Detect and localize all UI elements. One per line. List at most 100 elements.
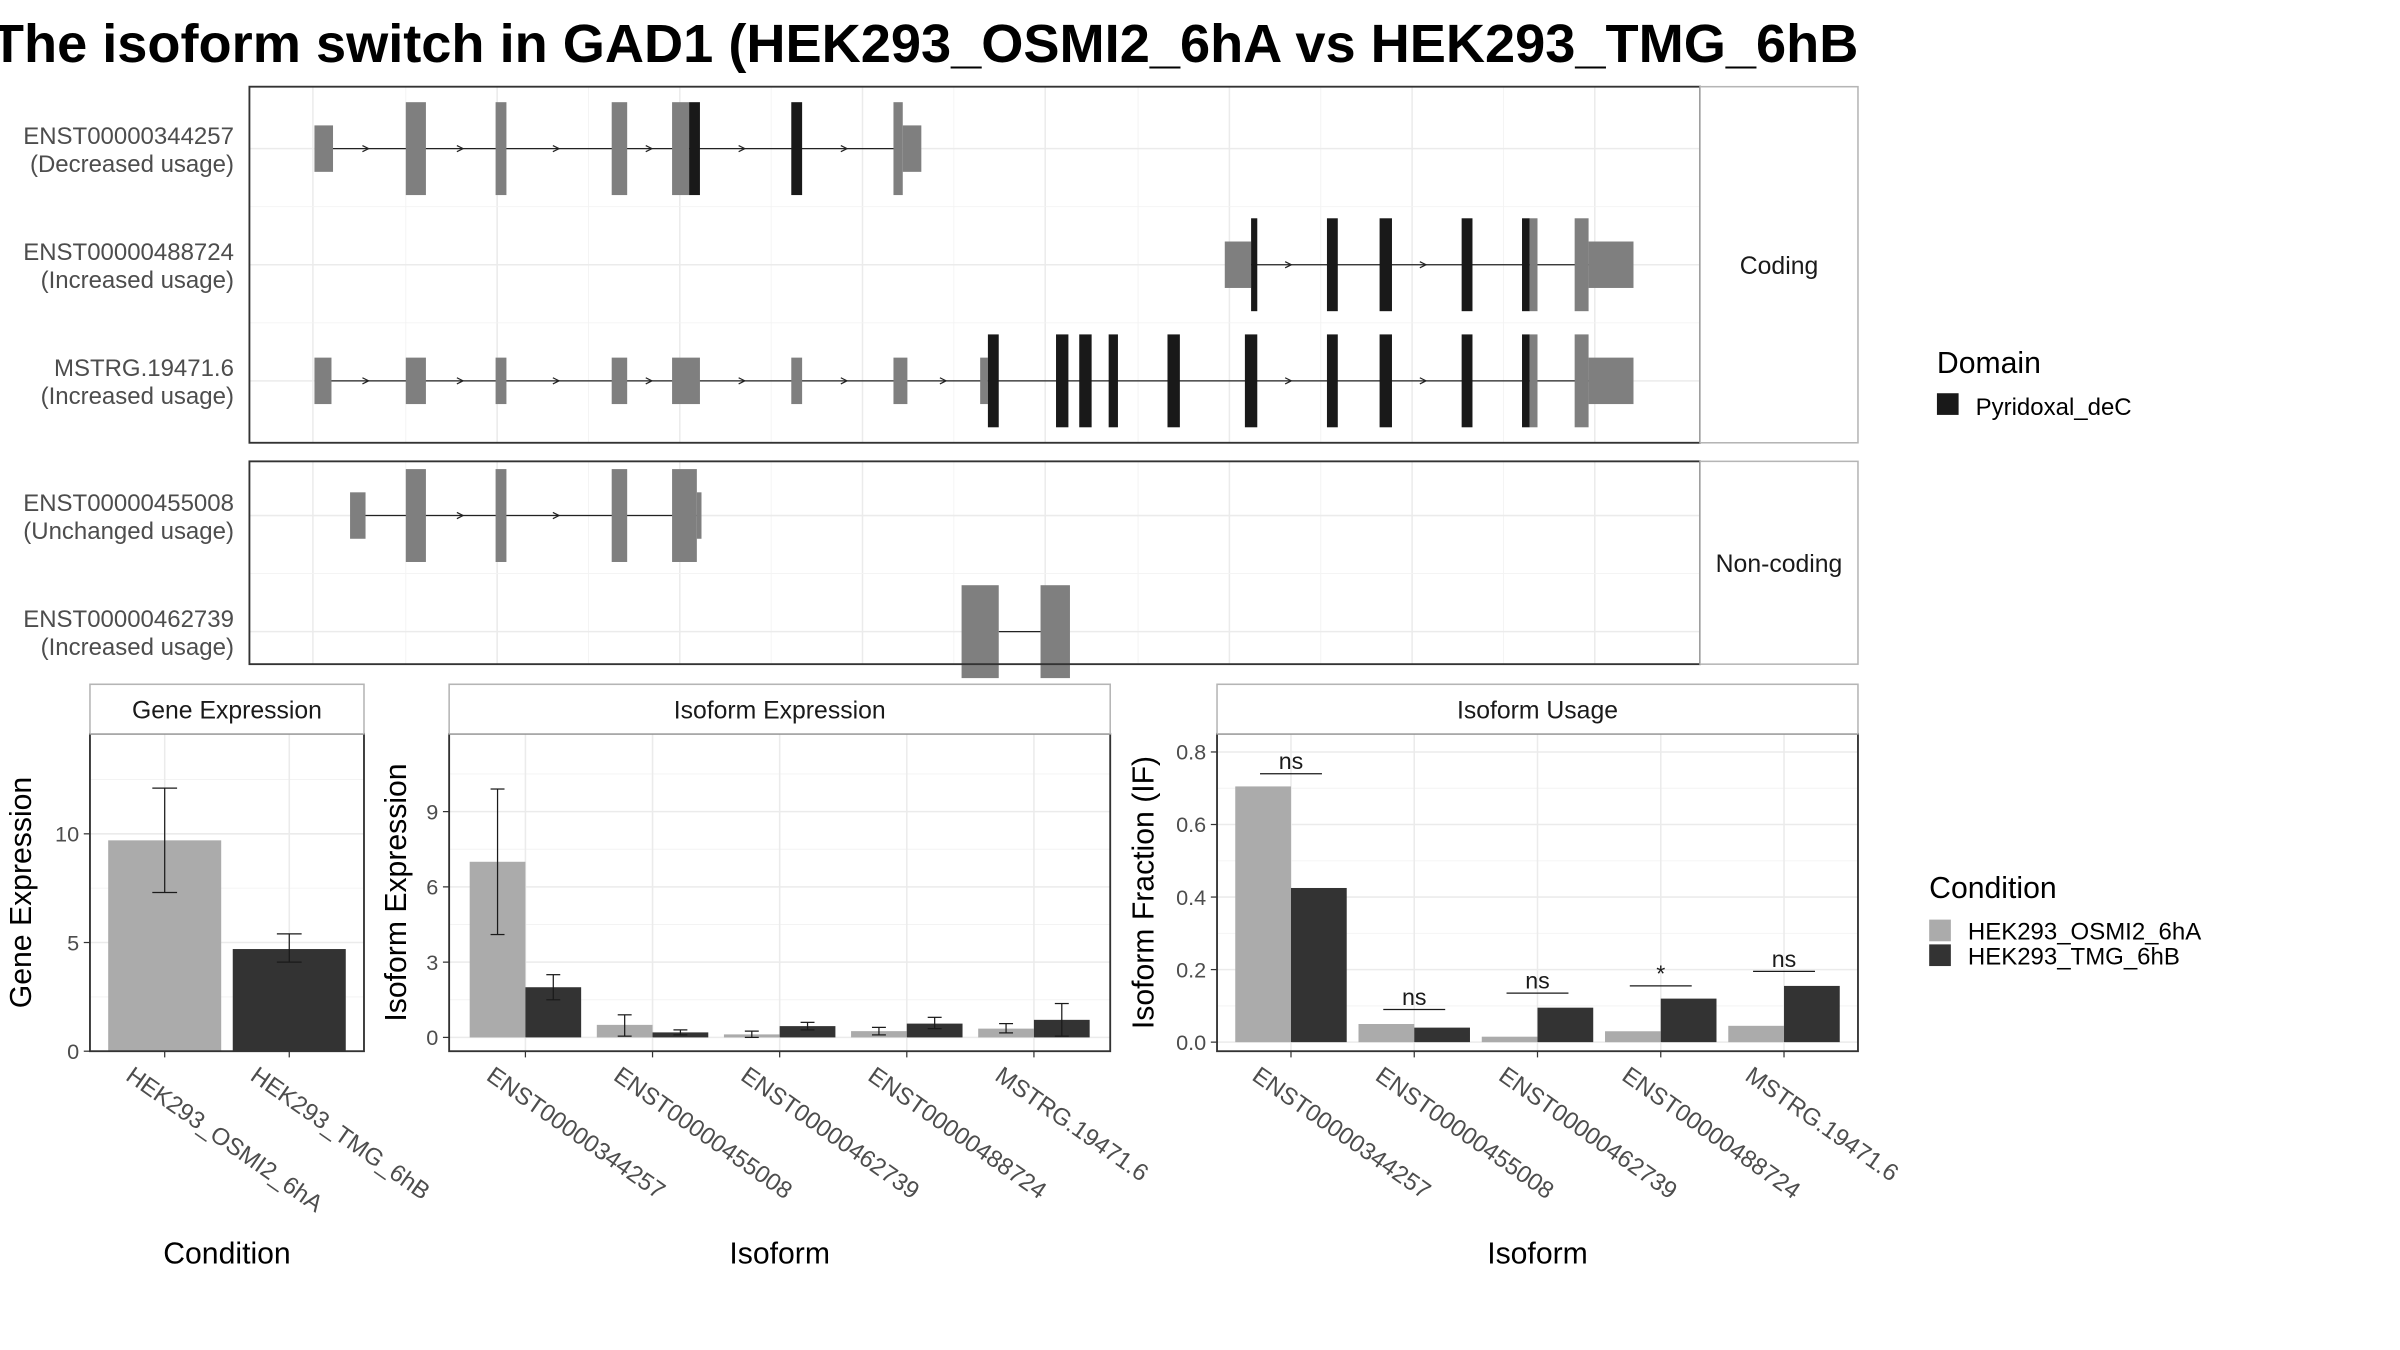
domain-exon xyxy=(1461,218,1473,312)
legend-label: HEK293_TMG_6hB xyxy=(1968,944,2180,971)
cds-exon xyxy=(672,102,690,196)
transcript-id-label: ENST00000344257 xyxy=(23,123,234,150)
transcript-id-label: ENST00000462739 xyxy=(23,606,234,633)
facet-non-coding: Non-coding xyxy=(248,460,1859,679)
strand-arrow xyxy=(840,377,849,385)
utr-exon xyxy=(350,492,366,539)
strand-arrow xyxy=(738,377,747,385)
significance-label: * xyxy=(1656,960,1665,986)
utr-exon xyxy=(314,125,334,172)
domain-exon xyxy=(1079,334,1092,428)
utr-exon xyxy=(791,357,803,405)
bar xyxy=(906,1023,963,1038)
bar xyxy=(1235,786,1291,1043)
y-tick-label: 0 xyxy=(67,1039,79,1064)
cds-exon xyxy=(495,469,507,562)
cds-exon xyxy=(961,585,999,679)
bar xyxy=(1290,887,1347,1043)
figure-title: The isoform switch in GAD1 (HEK293_OSMI2… xyxy=(0,14,1858,74)
transcript-usage-label: (Increased usage) xyxy=(41,634,234,661)
domain-exon xyxy=(689,102,700,196)
strand-arrow xyxy=(552,511,561,520)
strand-arrow xyxy=(939,377,948,385)
y-axis-title: Gene Expression xyxy=(5,777,38,1008)
cds-exon xyxy=(1529,218,1538,312)
bar xyxy=(1414,1027,1470,1043)
strand-arrow xyxy=(552,377,561,385)
y-tick-label: 0.0 xyxy=(1176,1030,1206,1055)
domain-exon xyxy=(1379,334,1392,428)
cds-exon xyxy=(611,469,628,562)
significance-label: ns xyxy=(1525,968,1550,994)
y-tick-label: 5 xyxy=(67,930,79,955)
transcript-track xyxy=(350,469,702,562)
y-tick-label: 6 xyxy=(426,875,438,900)
cds-exon xyxy=(1040,585,1070,679)
bar xyxy=(1537,1007,1594,1043)
strand-arrow xyxy=(840,144,849,153)
cds-exon xyxy=(672,469,697,562)
bar-panel-gene-expression: Gene Expression0510HEK293_OSMI2_6hAHEK29… xyxy=(5,683,435,1270)
domain-exon xyxy=(1379,218,1392,312)
significance-label: ns xyxy=(1402,984,1427,1010)
y-tick-label: 9 xyxy=(426,799,438,824)
facet-strip xyxy=(1699,85,1859,444)
transcript-structure-plot: Coding ENST00000344257(Decreased usage) EN… xyxy=(23,85,1859,679)
cds-exon xyxy=(611,102,628,196)
y-tick-label: 0.8 xyxy=(1176,740,1206,765)
domain-exon xyxy=(1244,334,1258,428)
legend-key xyxy=(1929,944,1951,967)
utr-exon xyxy=(405,357,426,405)
strand-arrow xyxy=(1284,377,1293,385)
panel-strip-title: Isoform Usage xyxy=(1457,697,1618,724)
domain-exon xyxy=(1326,334,1338,428)
y-tick-label: 0.4 xyxy=(1176,885,1206,910)
x-tick-label: HEK293_OSMI2_6hA xyxy=(121,1062,328,1218)
strand-arrow xyxy=(456,377,465,385)
strand-arrow xyxy=(1419,261,1428,269)
transcript-id-label: ENST00000455008 xyxy=(23,490,234,517)
utr-exon xyxy=(1224,241,1252,288)
panel-strip xyxy=(89,683,365,735)
strand-arrow xyxy=(362,377,371,385)
transcript-usage-label: (Decreased usage) xyxy=(30,151,234,178)
strand-arrow xyxy=(1419,377,1428,385)
bar xyxy=(779,1026,836,1038)
transcript-track xyxy=(1224,218,1634,312)
domain-exon xyxy=(1167,334,1180,428)
panel-strip-title: Isoform Expression xyxy=(674,697,886,724)
strand-arrow xyxy=(645,377,654,385)
cds-exon xyxy=(1529,334,1538,428)
domain-exon xyxy=(1326,218,1338,312)
transcript-usage-label: (Unchanged usage) xyxy=(23,518,234,545)
utr-exon xyxy=(696,492,702,539)
utr-exon xyxy=(893,357,908,405)
bar xyxy=(1660,998,1717,1043)
facet-strip-label: Non-coding xyxy=(1716,551,1843,578)
bar xyxy=(1728,1025,1785,1043)
strand-arrow xyxy=(645,144,654,153)
utr-exon xyxy=(495,357,507,405)
cds-exon xyxy=(893,102,903,196)
x-axis-title: Condition xyxy=(163,1237,290,1270)
y-axis-title: Isoform Fraction (IF) xyxy=(1128,756,1161,1029)
cds-exon xyxy=(495,102,507,196)
domain-exon xyxy=(1056,334,1069,428)
significance-label: ns xyxy=(1772,946,1797,972)
bar xyxy=(1784,985,1840,1043)
domain-exon xyxy=(987,334,999,428)
y-axis-title: Isoform Expression xyxy=(380,763,413,1021)
x-axis-title: Isoform xyxy=(1487,1237,1588,1270)
bar xyxy=(1358,1024,1415,1043)
bar xyxy=(1481,1036,1538,1043)
domain-exon xyxy=(1522,218,1530,312)
transcript-usage-label: (Increased usage) xyxy=(41,267,234,294)
strand-arrow xyxy=(552,144,561,153)
legend-label: HEK293_OSMI2_6hA xyxy=(1968,919,2201,946)
strand-arrow xyxy=(456,511,465,520)
expression-bar-charts: Gene Expression0510HEK293_OSMI2_6hAHEK29… xyxy=(5,683,1903,1270)
panel-strip xyxy=(448,683,1111,735)
